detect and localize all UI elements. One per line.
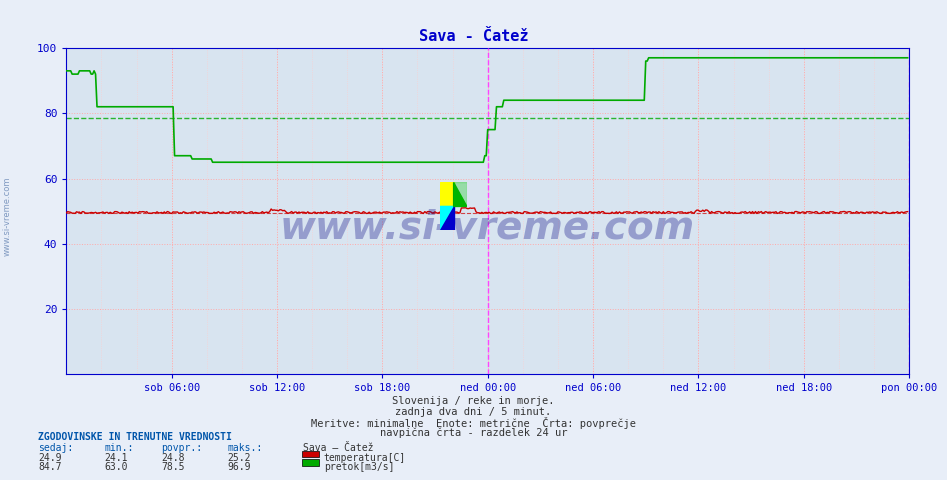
- Text: pretok[m3/s]: pretok[m3/s]: [324, 462, 394, 472]
- Text: min.:: min.:: [104, 443, 134, 453]
- Text: ZGODOVINSKE IN TRENUTNE VREDNOSTI: ZGODOVINSKE IN TRENUTNE VREDNOSTI: [38, 432, 232, 442]
- Text: 78.5: 78.5: [161, 462, 185, 472]
- Text: Sava - Čatež: Sava - Čatež: [419, 29, 528, 44]
- Text: 63.0: 63.0: [104, 462, 128, 472]
- Text: 24.1: 24.1: [104, 453, 128, 463]
- Text: Meritve: minimalne  Enote: metrične  Črta: povprečje: Meritve: minimalne Enote: metrične Črta:…: [311, 417, 636, 429]
- Bar: [454, 182, 467, 206]
- Polygon shape: [440, 206, 454, 230]
- Text: 84.7: 84.7: [38, 462, 62, 472]
- Text: maks.:: maks.:: [227, 443, 262, 453]
- Text: 24.8: 24.8: [161, 453, 185, 463]
- Text: zadnja dva dni / 5 minut.: zadnja dva dni / 5 minut.: [396, 407, 551, 417]
- Text: temperatura[C]: temperatura[C]: [324, 453, 406, 463]
- Bar: [440, 182, 454, 206]
- Text: www.si-vreme.com: www.si-vreme.com: [3, 176, 12, 256]
- Text: navpična črta - razdelek 24 ur: navpična črta - razdelek 24 ur: [380, 428, 567, 438]
- Polygon shape: [454, 182, 467, 206]
- Text: sedaj:: sedaj:: [38, 443, 73, 453]
- Polygon shape: [440, 206, 454, 230]
- Text: povpr.:: povpr.:: [161, 443, 202, 453]
- Text: Sava – Čatež: Sava – Čatež: [303, 443, 373, 453]
- Text: 25.2: 25.2: [227, 453, 251, 463]
- Text: 96.9: 96.9: [227, 462, 251, 472]
- Text: Slovenija / reke in morje.: Slovenija / reke in morje.: [392, 396, 555, 406]
- Text: www.si-vreme.com: www.si-vreme.com: [280, 208, 695, 247]
- Text: 24.9: 24.9: [38, 453, 62, 463]
